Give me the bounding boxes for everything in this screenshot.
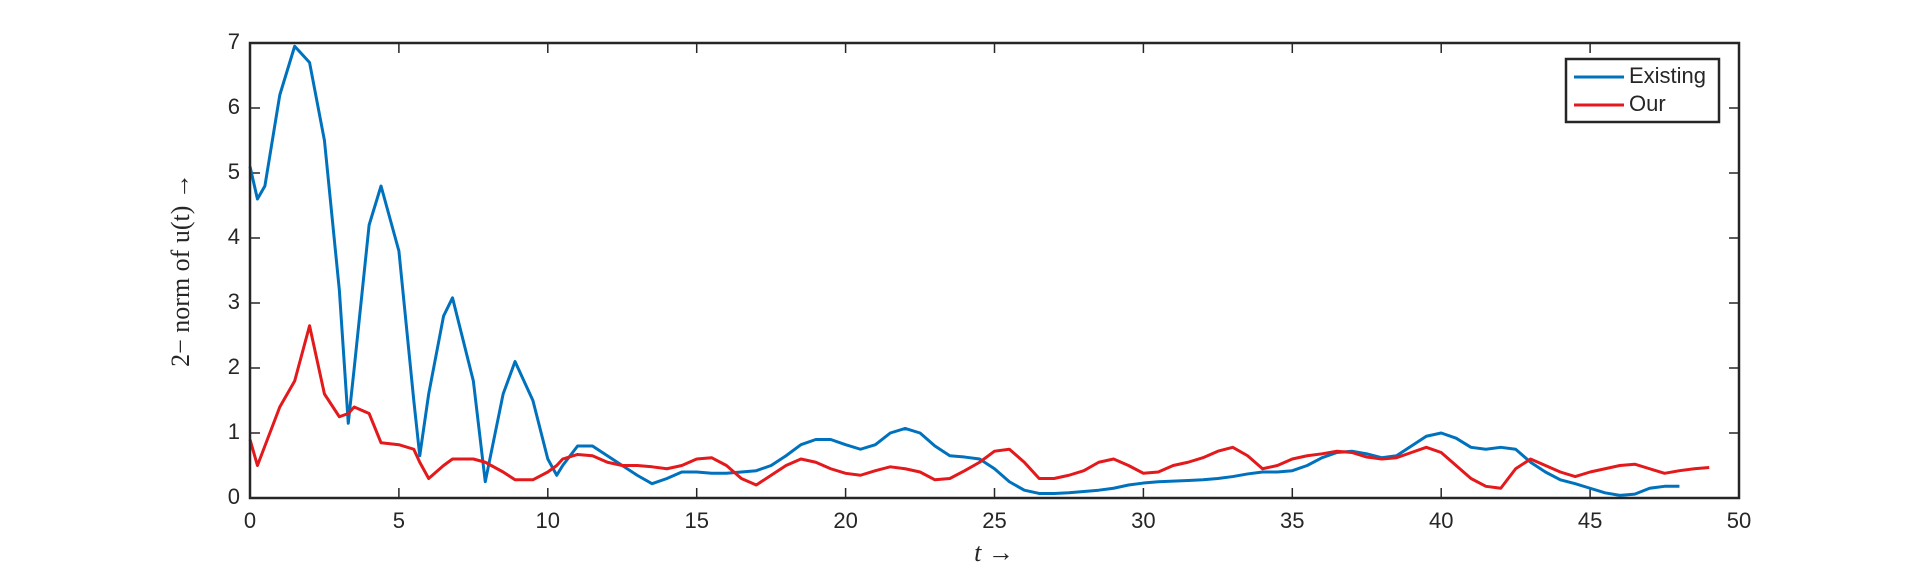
y-tick-label: 0 xyxy=(228,484,240,509)
x-tick-label: 25 xyxy=(982,508,1006,533)
y-tick-label: 4 xyxy=(228,224,240,249)
y-tick-label: 7 xyxy=(228,29,240,54)
y-tick-label: 6 xyxy=(228,94,240,119)
legend-label: Our xyxy=(1629,91,1666,116)
x-tick-label: 5 xyxy=(393,508,405,533)
x-tick-label: 45 xyxy=(1578,508,1602,533)
x-tick-label: 0 xyxy=(244,508,256,533)
x-tick-label: 50 xyxy=(1727,508,1751,533)
x-tick-label: 35 xyxy=(1280,508,1304,533)
x-tick-label: 20 xyxy=(833,508,857,533)
series-line xyxy=(248,324,1710,490)
y-tick-label: 5 xyxy=(228,159,240,184)
x-tick-label: 15 xyxy=(684,508,708,533)
legend-box xyxy=(1564,57,1721,124)
plot-frame xyxy=(248,41,1741,500)
series-line xyxy=(248,44,1680,497)
x-tick-label: 10 xyxy=(536,508,560,533)
y-tick-label: 2 xyxy=(228,354,240,379)
y-axis-label: 2− norm of u(t) → xyxy=(166,173,195,367)
x-axis-label: t → xyxy=(974,538,1014,567)
x-tick-label: 30 xyxy=(1131,508,1155,533)
x-tick-label: 40 xyxy=(1429,508,1453,533)
y-tick-label: 3 xyxy=(228,289,240,314)
legend-label: Existing xyxy=(1629,63,1706,88)
y-tick-label: 1 xyxy=(228,419,240,444)
